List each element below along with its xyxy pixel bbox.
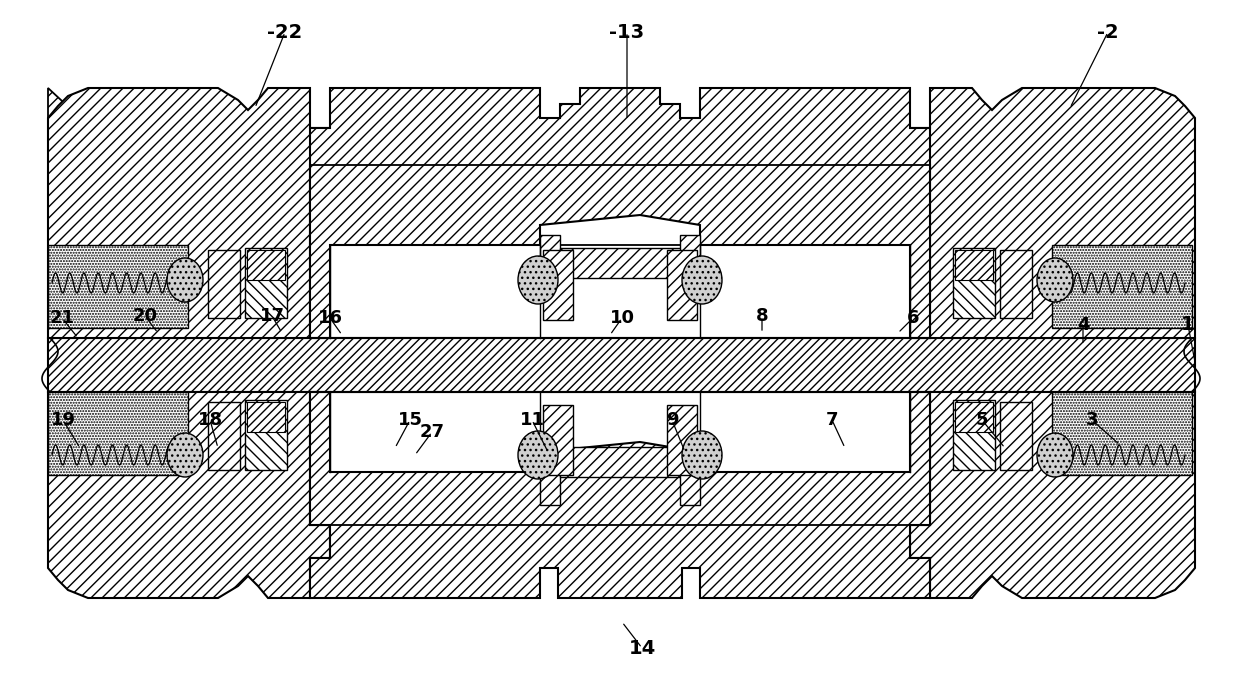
Bar xyxy=(543,250,573,320)
Text: 20: 20 xyxy=(133,307,157,325)
Text: 18: 18 xyxy=(197,411,222,429)
Bar xyxy=(543,405,573,475)
Text: 11: 11 xyxy=(520,411,544,429)
Text: 10: 10 xyxy=(610,309,635,327)
Bar xyxy=(955,250,993,280)
Text: 21: 21 xyxy=(50,309,74,327)
Polygon shape xyxy=(310,392,930,598)
Text: 9: 9 xyxy=(666,411,678,429)
Bar xyxy=(247,250,285,280)
Text: 17: 17 xyxy=(259,307,284,325)
Polygon shape xyxy=(48,88,330,338)
Text: 5: 5 xyxy=(976,411,988,429)
Bar xyxy=(247,402,285,432)
Bar xyxy=(999,402,1032,470)
Text: 7: 7 xyxy=(826,411,838,429)
Text: 3: 3 xyxy=(1086,411,1099,429)
Polygon shape xyxy=(910,392,1195,598)
Text: -22: -22 xyxy=(268,22,303,41)
Text: 19: 19 xyxy=(51,411,76,429)
Ellipse shape xyxy=(518,256,558,304)
Bar xyxy=(246,400,286,470)
Bar xyxy=(48,245,188,328)
Ellipse shape xyxy=(1037,433,1073,477)
Polygon shape xyxy=(48,338,1195,392)
Bar xyxy=(954,400,994,470)
Text: -13: -13 xyxy=(609,22,645,41)
Bar xyxy=(1052,245,1192,328)
Bar xyxy=(680,235,701,280)
Text: 4: 4 xyxy=(1076,316,1089,334)
Bar xyxy=(680,460,701,505)
Bar xyxy=(208,402,241,470)
Bar xyxy=(667,405,697,475)
Text: 1: 1 xyxy=(1182,316,1195,335)
Bar xyxy=(539,235,560,280)
Text: -2: -2 xyxy=(1097,22,1118,41)
Bar xyxy=(954,248,994,318)
Text: 8: 8 xyxy=(755,307,769,325)
Ellipse shape xyxy=(518,431,558,479)
Text: 15: 15 xyxy=(398,411,423,429)
Bar xyxy=(999,250,1032,318)
Bar xyxy=(48,392,188,475)
Bar xyxy=(1052,392,1192,475)
Text: 27: 27 xyxy=(419,423,444,441)
Ellipse shape xyxy=(682,431,722,479)
Ellipse shape xyxy=(167,258,203,302)
Bar xyxy=(246,248,286,318)
Polygon shape xyxy=(910,88,1195,338)
Text: 6: 6 xyxy=(906,309,919,327)
Bar xyxy=(955,402,993,432)
Polygon shape xyxy=(48,88,317,338)
Bar xyxy=(560,248,684,278)
Text: 14: 14 xyxy=(629,638,656,657)
Bar xyxy=(667,250,697,320)
Ellipse shape xyxy=(682,256,722,304)
Polygon shape xyxy=(48,392,330,598)
Bar xyxy=(560,447,684,477)
Text: 16: 16 xyxy=(317,309,342,327)
Ellipse shape xyxy=(1037,258,1073,302)
Polygon shape xyxy=(310,88,930,338)
Bar xyxy=(539,460,560,505)
Ellipse shape xyxy=(167,433,203,477)
Bar xyxy=(208,250,241,318)
